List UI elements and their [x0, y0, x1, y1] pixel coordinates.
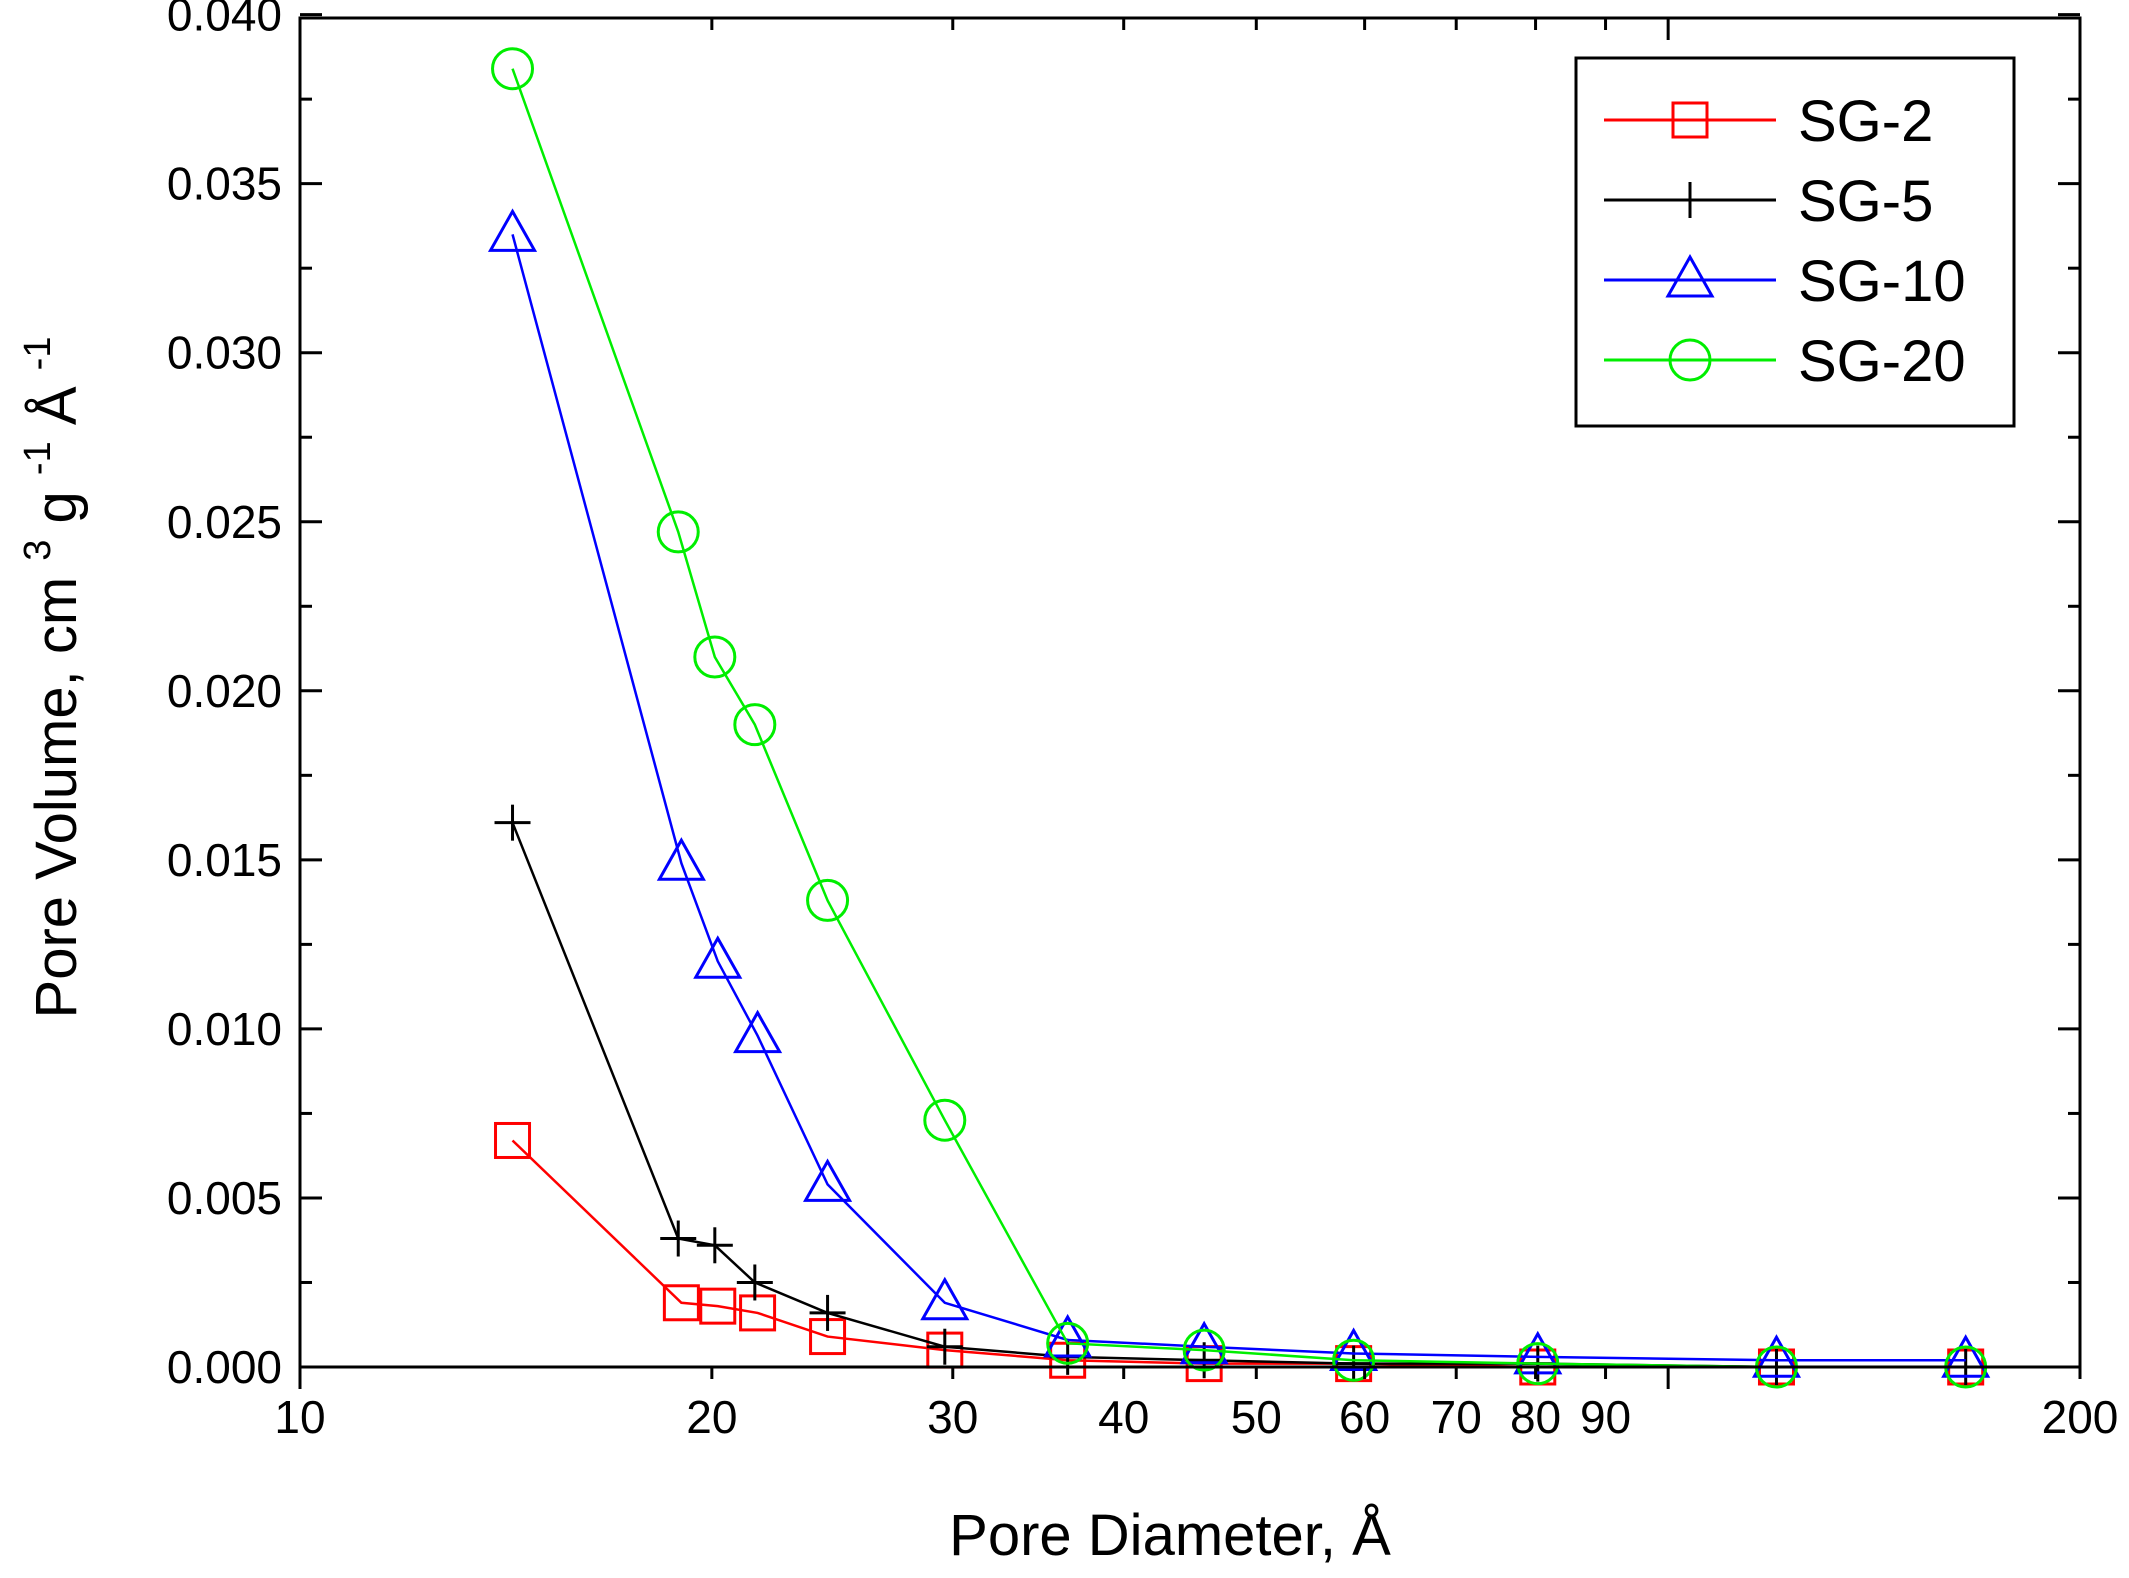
y-axis-title-angstrom: Å [24, 386, 89, 425]
data-point-sg-20 [806, 878, 850, 922]
y-tick-label: 0.035 [167, 158, 282, 210]
y-axis-title-sup-3: 3 [17, 540, 59, 561]
data-point-sg-20 [656, 510, 700, 554]
y-tick-label: 0.005 [167, 1172, 282, 1224]
data-point-sg-5 [660, 1220, 697, 1257]
x-tick-label: 40 [1098, 1391, 1149, 1443]
data-point-sg-5 [926, 1328, 963, 1365]
data-point-sg-10 [802, 1158, 853, 1202]
x-axis-title: Pore Diameter, Å [949, 1503, 1391, 1568]
plot-frame [298, 16, 2082, 1369]
data-point-sg-10 [1751, 1334, 1802, 1378]
ticks-layer: 0.000 0.005 0.010 0.015 0.020 0.025 0.030 0.035… [167, 0, 2119, 1443]
x-tick-label: 50 [1231, 1391, 1282, 1443]
y-tick-label: 0.025 [167, 496, 282, 548]
x-tick-label: 80 [1510, 1391, 1561, 1443]
legend-label-sg-2: SG-2 [1798, 89, 1933, 154]
y-tick-label: 0.030 [167, 327, 282, 379]
y-tick-label: 0.015 [167, 834, 282, 886]
y-axis-title-sup-minus1-a: -1 [17, 441, 59, 475]
data-point-sg-10 [1513, 1330, 1563, 1375]
legend-label-sg-5: SG-5 [1798, 169, 1933, 234]
y-tick-label: 0.020 [167, 665, 282, 717]
legend-marker-sg-20 [1668, 338, 1712, 382]
data-point-sg-10 [1329, 1327, 1379, 1371]
series-sg-20 [491, 47, 1988, 1389]
data-point-sg-5 [696, 1227, 733, 1264]
series-line-sg-10 [511, 234, 1966, 1362]
data-point-sg-5 [1186, 1342, 1223, 1379]
data-point-sg-20 [1182, 1328, 1226, 1372]
data-point-sg-5 [736, 1264, 773, 1301]
series-sg-2 [494, 1121, 1985, 1386]
data-point-sg-2 [739, 1294, 777, 1332]
data-point-sg-10 [487, 208, 538, 252]
data-point-sg-2 [494, 1121, 532, 1159]
data-point-sg-20 [923, 1098, 967, 1142]
data-point-sg-2 [662, 1284, 700, 1322]
legend-item-sg-2: SG-2 [1604, 89, 1933, 154]
legend-marker-sg-2 [1671, 101, 1709, 139]
y-axis-title: Pore Volume, cm 3 g -1 Å -1 [0, 337, 89, 1019]
data-point-sg-20 [1046, 1321, 1090, 1365]
data-point-sg-10 [1043, 1313, 1093, 1358]
data-point-sg-10 [656, 837, 706, 881]
legend-item-sg-20: SG-20 [1604, 329, 1966, 394]
legend-marker-sg-10 [1665, 253, 1715, 298]
data-point-sg-5 [1335, 1345, 1372, 1382]
x-tick-label: 10 [274, 1391, 325, 1443]
data-point-sg-10 [693, 935, 743, 979]
data-point-sg-2 [699, 1287, 737, 1325]
series-line-sg-2 [511, 1139, 1966, 1369]
series-sg-10 [487, 208, 1991, 1378]
y-axis-title-main: Pore Volume, cm [24, 577, 89, 1019]
data-point-sg-10 [1179, 1320, 1229, 1365]
x-tick-label: 70 [1431, 1391, 1482, 1443]
data-point-sg-5 [494, 804, 531, 841]
legend-item-sg-10: SG-10 [1604, 249, 1966, 314]
y-axis-title-g: g [24, 491, 89, 523]
y-tick-label: 0.040 [167, 0, 282, 41]
data-point-sg-20 [1516, 1342, 1560, 1386]
series-line-sg-20 [511, 68, 1966, 1369]
x-tick-label: 60 [1339, 1391, 1390, 1443]
data-point-sg-20 [693, 635, 737, 679]
legend-item-sg-5: SG-5 [1604, 169, 1933, 234]
x-tick-label: 30 [927, 1391, 978, 1443]
legend-label-sg-20: SG-20 [1798, 329, 1966, 394]
data-point-sg-10 [920, 1276, 970, 1321]
legend-marker-sg-5 [1672, 182, 1708, 218]
x-tick-label: 200 [2042, 1391, 2119, 1443]
legend-label-sg-10: SG-10 [1798, 249, 1966, 314]
y-axis-title-sup-minus1-b: -1 [17, 337, 59, 371]
data-point-sg-5 [809, 1294, 846, 1331]
data-point-sg-20 [491, 47, 535, 91]
data-point-sg-20 [733, 703, 777, 747]
data-point-sg-20 [1332, 1338, 1376, 1382]
x-tick-label: 90 [1580, 1391, 1631, 1443]
series-line-sg-5 [511, 822, 1966, 1369]
legend: SG-2 SG-5 SG-10 SG-20 [1574, 56, 2016, 428]
data-point-sg-10 [1941, 1334, 1991, 1378]
data-point-sg-10 [733, 1009, 783, 1054]
y-tick-label: 0.000 [167, 1341, 282, 1393]
x-tick-label: 20 [686, 1391, 737, 1443]
series-sg-5 [494, 804, 1984, 1385]
y-tick-label: 0.010 [167, 1003, 282, 1055]
